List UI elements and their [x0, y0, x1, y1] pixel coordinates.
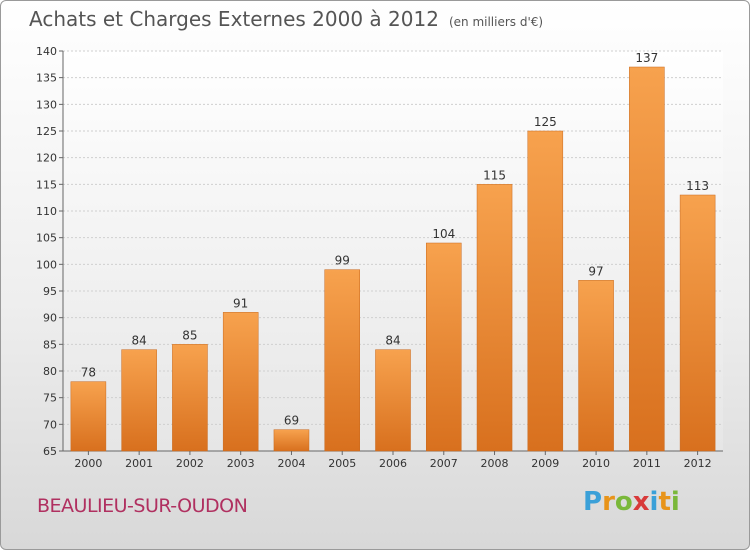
data-label: 104	[432, 227, 455, 241]
data-label: 125	[534, 115, 557, 129]
bar	[578, 280, 614, 452]
data-label: 113	[686, 179, 709, 193]
x-tick-label: 2003	[227, 457, 255, 470]
bar	[121, 349, 157, 452]
bar	[426, 242, 462, 452]
y-tick-label: 105	[36, 232, 57, 245]
y-tick-label: 130	[36, 98, 57, 111]
y-tick-label: 65	[43, 445, 57, 458]
chart-subtitle: (en milliers d'€)	[448, 15, 544, 29]
y-tick-label: 140	[36, 45, 57, 58]
x-tick-label: 2005	[328, 457, 356, 470]
city-name: BEAULIEU-SUR-OUDON	[37, 495, 248, 517]
data-label: 97	[588, 264, 603, 278]
x-tick-label: 2009	[531, 457, 559, 470]
data-label: 115	[483, 168, 506, 182]
y-tick-label: 135	[36, 72, 57, 85]
data-label: 84	[385, 334, 400, 348]
chart-title-text: Achats et Charges Externes 2000 à 2012	[29, 7, 439, 31]
data-label: 85	[182, 328, 197, 342]
x-tick-label: 2010	[582, 457, 610, 470]
bar	[273, 429, 310, 452]
y-tick-label: 95	[43, 285, 57, 298]
data-label: 69	[284, 414, 299, 428]
y-tick-label: 70	[43, 418, 57, 431]
y-tick-label: 110	[36, 205, 57, 218]
data-label: 91	[233, 296, 248, 310]
bar	[679, 194, 716, 452]
bar	[222, 312, 259, 452]
bar	[476, 184, 513, 452]
y-tick-label: 115	[36, 178, 57, 191]
y-tick-label: 85	[43, 338, 57, 351]
x-tick-label: 2002	[176, 457, 204, 470]
x-tick-label: 2007	[430, 457, 458, 470]
x-tick-label: 2011	[633, 457, 661, 470]
x-tick-label: 2008	[481, 457, 509, 470]
y-tick-label: 120	[36, 152, 57, 165]
y-tick-label: 75	[43, 392, 57, 405]
bar	[375, 349, 411, 452]
x-tick-label: 2012	[684, 457, 712, 470]
bar	[324, 269, 360, 452]
bar	[70, 381, 107, 452]
bar	[172, 344, 208, 452]
y-tick-label: 90	[43, 312, 57, 325]
x-tick-label: 2004	[277, 457, 305, 470]
data-label: 99	[335, 254, 350, 268]
x-tick-label: 2001	[125, 457, 153, 470]
x-tick-label: 2000	[74, 457, 102, 470]
x-tick-label: 2006	[379, 457, 407, 470]
bar	[527, 130, 564, 452]
chart-title: Achats et Charges Externes 2000 à 2012 (e…	[29, 7, 543, 31]
data-label: 137	[635, 51, 658, 65]
y-tick-label: 100	[36, 258, 57, 271]
bar	[629, 66, 665, 452]
proxiti-logo: Proxiti	[583, 487, 680, 517]
data-label: 84	[132, 334, 147, 348]
y-tick-label: 80	[43, 365, 57, 378]
y-tick-label: 125	[36, 125, 57, 138]
data-label: 78	[81, 366, 96, 380]
